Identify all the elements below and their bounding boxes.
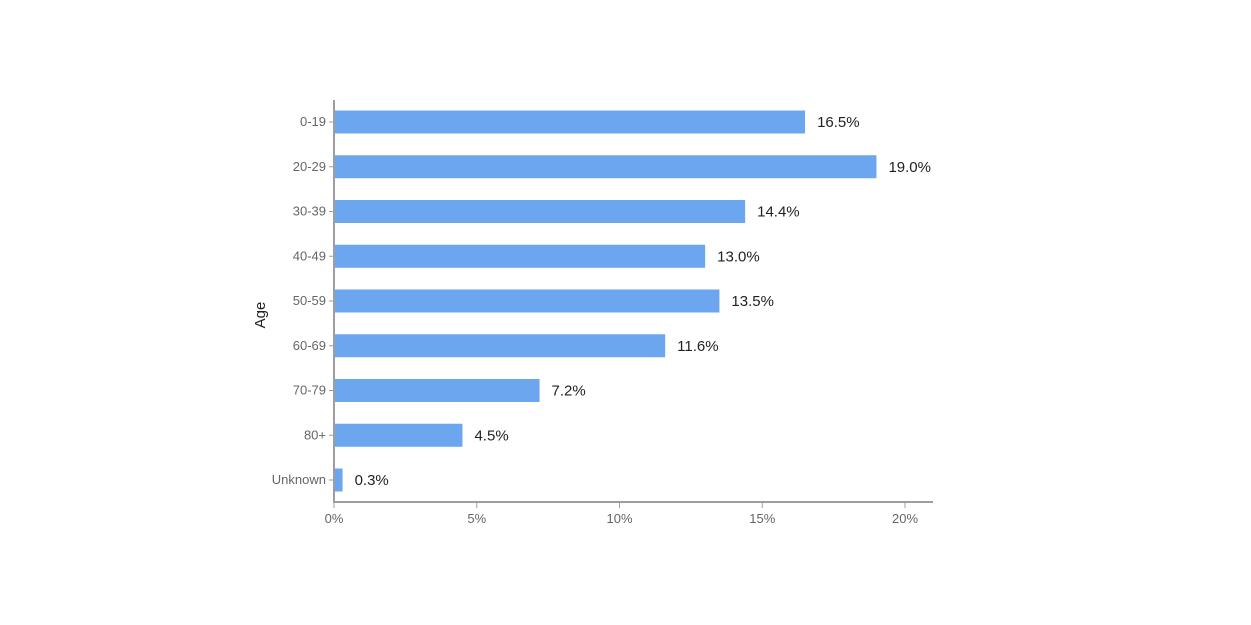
bar-80-plus <box>335 423 463 447</box>
y-tick-label: 20-29 <box>293 159 326 174</box>
y-tick-label: 40-49 <box>293 248 326 263</box>
y-tick-label: 70-79 <box>293 383 326 398</box>
data-labels-layer: 16.5% 19.0% 14.4% 13.0% 13.5% 11.6% 7.2% 4.5% 0.… <box>355 114 931 489</box>
bar-0-19 <box>335 110 806 134</box>
bars-layer <box>335 110 877 492</box>
x-tick-label: 15% <box>749 511 775 526</box>
x-tick-label: 5% <box>467 511 486 526</box>
data-label: 13.5% <box>731 293 774 310</box>
data-label: 16.5% <box>817 114 860 131</box>
bar-70-79 <box>335 379 540 402</box>
bar-60-69 <box>335 334 666 358</box>
y-tick-label: 60-69 <box>293 338 326 353</box>
data-label: 7.2% <box>552 383 586 400</box>
data-label: 19.0% <box>888 159 931 176</box>
y-tick-label: 50-59 <box>293 293 326 308</box>
x-tick-label: 10% <box>606 511 632 526</box>
axes-layer: 0-19 20-29 30-39 40-49 50-59 60-69 70-79 80+ Unk… <box>272 100 933 526</box>
x-tick-label: 0% <box>325 511 344 526</box>
x-tick-label: 20% <box>892 511 918 526</box>
y-tick-label: 80+ <box>304 427 326 442</box>
bar-20-29 <box>335 155 877 179</box>
data-label: 0.3% <box>355 472 389 489</box>
bar-40-49 <box>335 244 706 268</box>
data-label: 11.6% <box>677 338 718 355</box>
bar-50-59 <box>335 289 720 313</box>
data-label: 14.4% <box>757 204 800 221</box>
bar-30-39 <box>335 200 746 223</box>
bar-unknown <box>335 468 343 492</box>
y-tick-label: 30-39 <box>293 204 326 219</box>
y-tick-label: Unknown <box>272 472 326 487</box>
data-label: 4.5% <box>474 427 508 444</box>
data-label: 13.0% <box>717 248 760 265</box>
y-axis-title: Age <box>252 302 269 329</box>
y-tick-label: 0-19 <box>300 114 326 129</box>
